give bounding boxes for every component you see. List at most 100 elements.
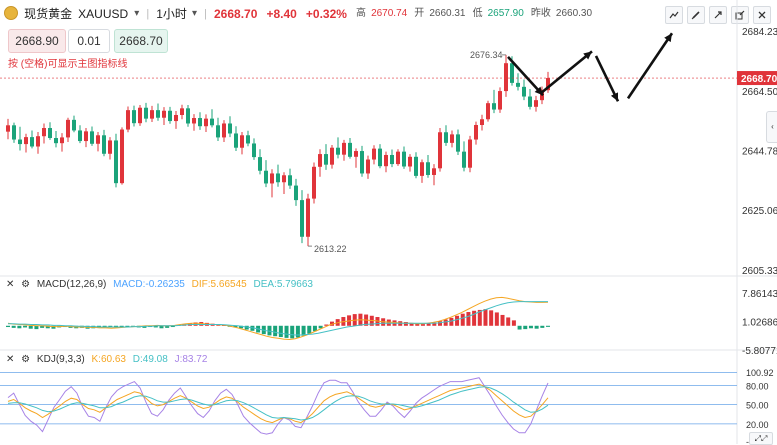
macd-y-tick-label: 1.02686 xyxy=(742,318,777,329)
candle-body xyxy=(336,147,340,155)
candle-body xyxy=(246,135,250,144)
candle-body xyxy=(516,82,520,87)
macd-histogram-bar xyxy=(34,325,39,330)
price-annotation: 2613.22 xyxy=(314,244,347,254)
candle-body xyxy=(384,154,388,167)
candle-body xyxy=(294,185,298,201)
macd-chart xyxy=(6,296,550,341)
candle-body xyxy=(282,175,286,183)
fullscreen-icon[interactable]: ⤢⤢ xyxy=(749,432,773,445)
candle-body xyxy=(456,134,460,152)
candle-body xyxy=(18,139,22,145)
candle-body xyxy=(132,110,136,124)
candle-body xyxy=(312,166,316,199)
candle-body xyxy=(408,156,412,167)
close-icon[interactable]: ✕ xyxy=(6,354,15,365)
k-line xyxy=(7,383,549,424)
candle-body xyxy=(534,100,538,107)
bid-price-button[interactable]: 2668.90 xyxy=(8,29,66,53)
last-price-tag xyxy=(737,71,777,86)
collapse-panel-icon[interactable]: ‹ xyxy=(766,111,777,143)
candle-body xyxy=(504,63,508,92)
ask-price-button[interactable]: 2668.70 xyxy=(114,29,168,53)
macd-histogram-bar xyxy=(494,312,499,326)
candle-body xyxy=(270,173,274,184)
macd-histogram-bar xyxy=(233,325,238,328)
macd-histogram-bar xyxy=(324,324,329,326)
macd-histogram-bar xyxy=(28,325,33,329)
candle-body xyxy=(354,151,358,157)
interval-dropdown-icon[interactable]: ▾ xyxy=(191,8,198,20)
kdj-title[interactable]: KDJ(9,3,3) xyxy=(36,354,85,365)
candle-body xyxy=(180,108,184,115)
macd-histogram-bar xyxy=(125,325,130,328)
macd-histogram-bar xyxy=(546,325,550,327)
macd-histogram-bar xyxy=(17,325,22,329)
macd-title[interactable]: MACD(12,26,9) xyxy=(36,279,107,290)
y-tick-label: 2664.50 xyxy=(742,87,777,98)
candle-body xyxy=(288,175,292,186)
chart-toolbar xyxy=(665,6,771,24)
candle-body xyxy=(126,110,130,130)
candle-body xyxy=(120,129,124,184)
candle-body xyxy=(222,123,226,138)
diagonal-arrow-icon[interactable] xyxy=(709,6,727,24)
macd-histogram-bar xyxy=(460,313,465,326)
candle-body xyxy=(108,140,112,154)
close-icon[interactable]: ✕ xyxy=(6,279,15,290)
macd-histogram-bar xyxy=(517,325,522,330)
macd-histogram-bar xyxy=(307,325,312,334)
macd-histogram-bar xyxy=(415,323,420,326)
interval-selector[interactable]: 1小时 xyxy=(156,7,187,22)
d-value: D:49.08 xyxy=(132,354,168,365)
candle-body xyxy=(186,108,190,124)
macd-histogram-bar xyxy=(472,310,477,326)
candle-body xyxy=(234,133,238,148)
dif-value: DIF:5.66545 xyxy=(191,279,247,290)
candle-body xyxy=(342,142,346,155)
macd-header: ✕ ⚙ MACD(12,26,9) MACD:-0.26235 DIF:5.66… xyxy=(6,278,317,292)
macd-histogram-bar xyxy=(108,325,113,328)
macd-histogram-bar xyxy=(153,325,158,328)
macd-histogram-bar xyxy=(455,315,460,326)
candle-body xyxy=(96,135,100,144)
lot-size-input[interactable]: 0.01 xyxy=(68,29,110,53)
gold-coin-icon xyxy=(4,6,18,21)
symbol-code[interactable]: XAUUSD xyxy=(78,7,129,22)
candle-body xyxy=(138,107,142,124)
candle-body xyxy=(12,125,16,140)
candle-body xyxy=(102,135,106,154)
j-line xyxy=(7,377,549,435)
candle-body xyxy=(150,110,154,119)
macd-histogram-bar xyxy=(11,325,16,328)
drawing-arrow-line xyxy=(541,50,593,94)
edit-icon[interactable] xyxy=(731,6,749,24)
y-tick-label: 2644.78 xyxy=(742,147,777,158)
chart-icon[interactable] xyxy=(665,6,683,24)
kdj-y-tick-label: 100.92 xyxy=(746,368,774,378)
d-line xyxy=(7,386,549,421)
macd-histogram-bar xyxy=(443,319,448,326)
instrument-name[interactable]: 现货黄金 xyxy=(24,7,73,22)
candle-body xyxy=(174,114,178,122)
gear-icon[interactable]: ⚙ xyxy=(21,279,31,290)
drawing-arrow-line xyxy=(594,55,620,102)
low-value: 2657.90 xyxy=(487,8,524,20)
drawing-arrow-head xyxy=(610,92,618,102)
candle-body xyxy=(48,128,52,139)
candle-body xyxy=(300,200,304,237)
candle-body xyxy=(156,110,160,118)
macd-value: MACD:-0.26235 xyxy=(113,279,185,290)
candle-body xyxy=(72,119,76,131)
candle-body xyxy=(42,128,46,137)
close-icon[interactable] xyxy=(753,6,771,24)
candle-body xyxy=(432,168,436,175)
macd-histogram-bar xyxy=(312,325,317,332)
symbol-dropdown-icon[interactable]: ▾ xyxy=(134,8,140,20)
macd-histogram-bar xyxy=(278,325,283,338)
gear-icon[interactable]: ⚙ xyxy=(21,354,31,365)
candle-body xyxy=(414,156,418,176)
pencil-icon[interactable] xyxy=(687,6,705,24)
